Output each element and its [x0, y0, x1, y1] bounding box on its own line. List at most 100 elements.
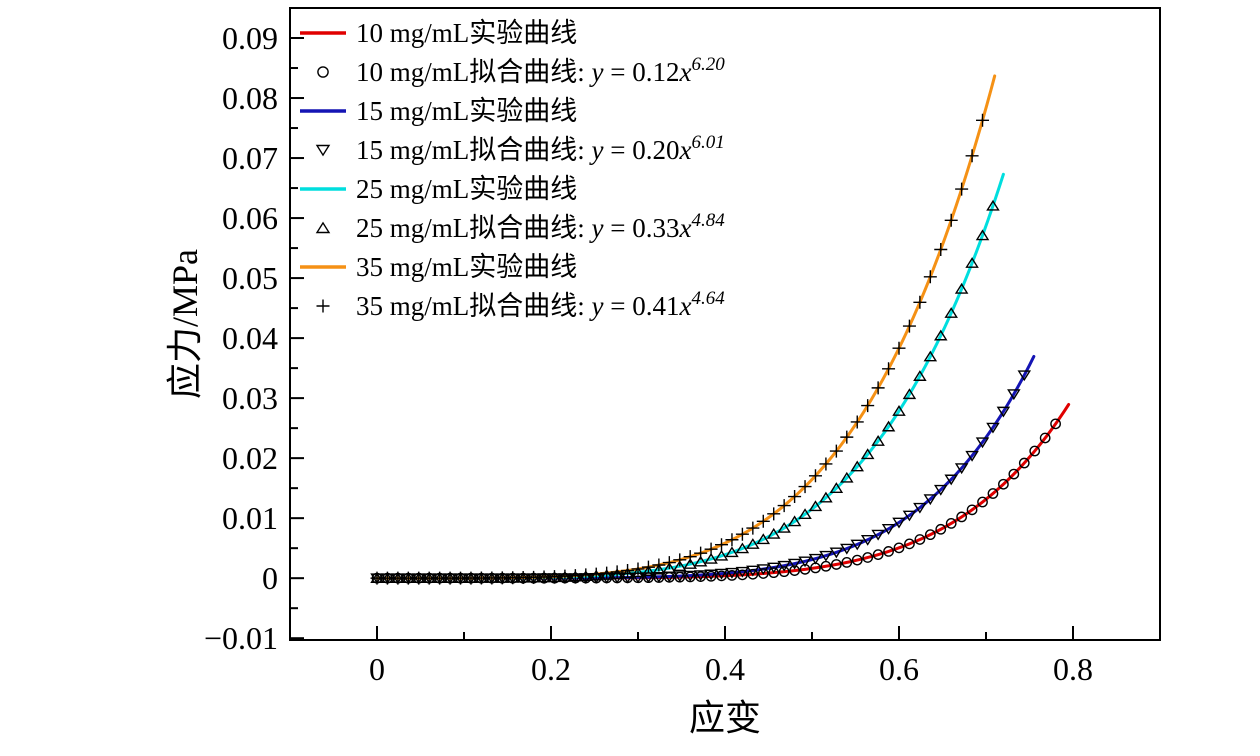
data-marker	[840, 471, 854, 483]
data-marker	[872, 549, 884, 561]
data-marker	[621, 564, 635, 578]
data-marker	[600, 566, 614, 580]
data-marker	[871, 435, 885, 446]
data-marker	[924, 529, 936, 541]
data-marker	[716, 570, 727, 582]
data-marker	[819, 491, 833, 503]
data-marker	[631, 562, 645, 576]
data-marker	[933, 329, 948, 341]
data-marker	[746, 538, 760, 549]
data-marker	[641, 560, 655, 574]
data-marker	[756, 514, 770, 528]
data-marker	[829, 482, 844, 493]
data-marker	[766, 527, 781, 539]
data-marker	[892, 517, 906, 529]
data-marker	[693, 570, 708, 582]
data-marker	[756, 564, 771, 576]
data-marker	[777, 560, 791, 572]
legend-label: 10 mg/mL拟合曲线: y = 0.12x6.20	[356, 54, 725, 87]
data-marker	[777, 521, 791, 533]
data-marker	[693, 555, 708, 567]
data-marker	[610, 565, 624, 579]
data-marker	[808, 469, 822, 483]
data-marker	[829, 547, 844, 559]
data-marker	[768, 567, 780, 579]
data-marker	[902, 319, 916, 333]
data-marker	[579, 568, 593, 582]
y-tick-label: 0.05	[222, 260, 278, 296]
data-marker	[944, 307, 958, 318]
data-marker	[787, 515, 802, 527]
data-marker	[819, 550, 833, 562]
data-marker	[777, 499, 791, 513]
data-marker	[840, 543, 854, 555]
data-marker	[1008, 468, 1020, 480]
data-marker	[851, 554, 863, 566]
data-marker	[1018, 457, 1030, 469]
data-marker	[850, 415, 864, 429]
data-marker	[965, 450, 979, 462]
legend-item: 10 mg/mL实验曲线	[300, 18, 577, 48]
data-marker	[954, 463, 969, 475]
data-marker	[923, 270, 937, 284]
y-tick-label: 0.09	[222, 20, 278, 56]
data-marker	[589, 567, 603, 581]
data-marker	[956, 511, 968, 523]
data-marker	[977, 496, 988, 508]
data-marker	[808, 553, 823, 565]
data-marker	[881, 420, 896, 432]
data-marker	[652, 558, 666, 572]
data-marker	[892, 405, 906, 416]
data-marker	[986, 199, 1000, 211]
data-marker	[944, 213, 958, 227]
data-marker	[861, 399, 875, 413]
data-marker	[862, 552, 874, 563]
data-marker	[789, 565, 800, 576]
data-marker	[641, 565, 656, 576]
data-marker	[913, 502, 927, 514]
y-tick-label: 0.06	[222, 200, 278, 236]
data-marker	[976, 113, 990, 127]
y-tick-label: −0.01	[204, 620, 278, 656]
legend-marker-sample	[315, 144, 331, 157]
axis-ticks	[290, 37, 1074, 640]
data-marker	[735, 566, 750, 578]
data-marker	[1039, 432, 1051, 444]
data-marker	[694, 546, 708, 560]
data-marker	[850, 460, 865, 472]
data-marker	[672, 571, 687, 583]
x-tick-label: 0.2	[531, 651, 571, 687]
data-marker	[652, 571, 666, 583]
data-marker	[798, 480, 812, 494]
data-marker	[923, 494, 938, 506]
data-marker	[871, 381, 885, 395]
data-marker	[904, 538, 915, 550]
legend-label: 35 mg/mL拟合曲线: y = 0.41x4.64	[356, 288, 725, 321]
data-marker	[704, 569, 718, 581]
data-marker	[954, 282, 969, 294]
data-marker	[975, 437, 990, 449]
data-marker	[662, 562, 677, 573]
legend-item: 15 mg/mL拟合曲线: y = 0.20x6.01	[315, 132, 725, 165]
legend-item: 35 mg/mL拟合曲线: y = 0.41x4.64	[316, 288, 725, 321]
data-marker	[883, 546, 894, 557]
data-marker	[892, 341, 906, 355]
data-marker	[683, 550, 697, 564]
data-marker	[1017, 370, 1032, 382]
data-marker	[735, 527, 749, 541]
data-marker	[829, 444, 843, 458]
data-marker	[766, 562, 781, 574]
data-marker	[935, 523, 947, 535]
data-marker	[1050, 418, 1061, 430]
data-marker	[955, 182, 969, 196]
y-tick-label: 0.01	[222, 500, 278, 536]
data-marker	[715, 538, 729, 552]
data-marker	[757, 568, 769, 579]
data-marker	[902, 510, 917, 522]
legend-label: 10 mg/mL实验曲线	[356, 18, 577, 48]
x-tick-label: 0.8	[1053, 651, 1093, 687]
data-marker	[923, 350, 938, 362]
data-marker	[965, 149, 979, 163]
y-tick-label: 0.03	[222, 380, 278, 416]
